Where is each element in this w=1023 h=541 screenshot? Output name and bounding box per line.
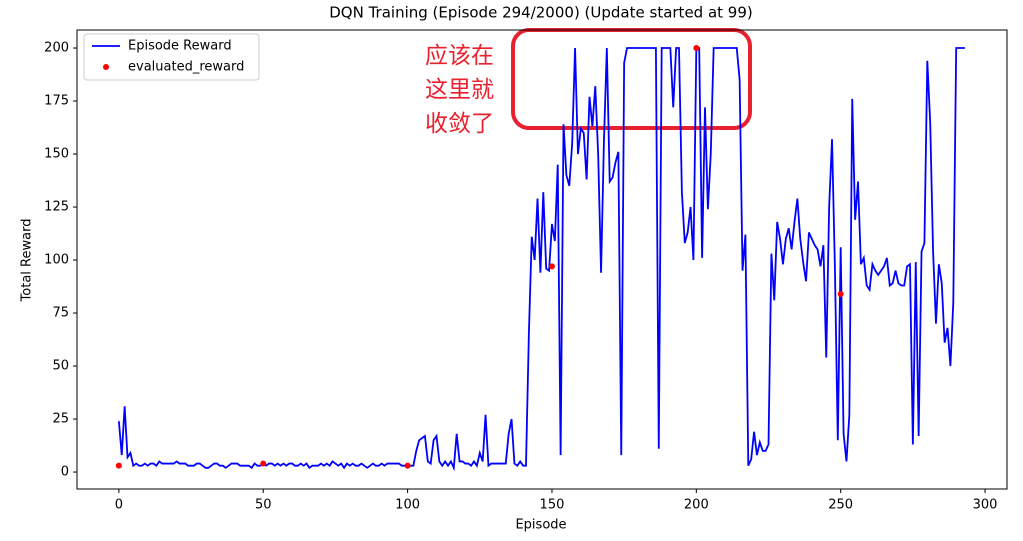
eval-point [115, 462, 122, 469]
y-tick-label: 200 [44, 41, 69, 56]
y-tick-label: 75 [52, 306, 69, 321]
x-axis-label: Episode [515, 518, 566, 533]
legend-swatch [103, 64, 109, 70]
eval-point [548, 263, 555, 270]
annotation: 收敛了 [425, 111, 494, 137]
y-tick-label: 50 [52, 359, 69, 374]
x-tick-label: 300 [973, 498, 998, 513]
y-tick-label: 25 [52, 412, 69, 427]
x-tick-label: 50 [255, 498, 272, 513]
eval-point [404, 462, 411, 469]
y-tick-label: 175 [44, 94, 69, 109]
y-tick-label: 0 [61, 465, 69, 480]
chart-title: DQN Training (Episode 294/2000) (Update … [329, 4, 753, 22]
x-tick-label: 100 [395, 498, 420, 513]
y-tick-label: 150 [44, 147, 69, 162]
annotation: 应该在 [425, 43, 494, 69]
highlight-box [511, 28, 752, 130]
x-tick-label: 0 [115, 498, 123, 513]
annotation: 这里就 [425, 77, 494, 103]
y-axis-label: Total Reward [20, 219, 35, 303]
legend-box [83, 33, 260, 81]
legend-label: evaluated_reward [128, 60, 244, 75]
x-tick-label: 200 [684, 498, 709, 513]
plot-frame [76, 29, 1008, 490]
reward-line [117, 47, 965, 472]
x-tick-label: 150 [540, 498, 565, 513]
eval-point [837, 290, 844, 297]
y-tick-label: 125 [44, 200, 69, 215]
eval-point [693, 45, 700, 52]
y-tick-label: 100 [44, 253, 69, 268]
legend-label: Episode Reward [128, 39, 232, 54]
eval-point [260, 460, 267, 467]
x-tick-label: 250 [828, 498, 853, 513]
